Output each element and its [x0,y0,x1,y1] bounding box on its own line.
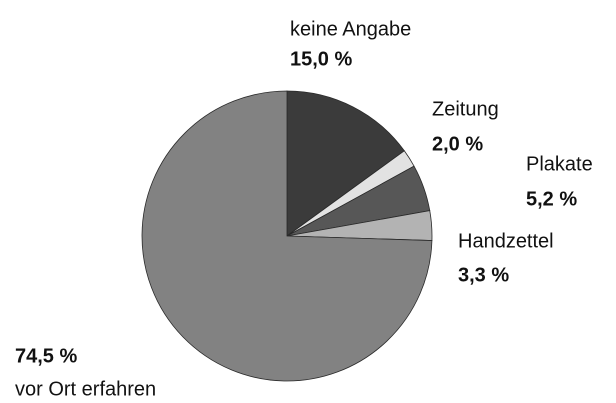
pie-slice [141,90,433,382]
slice-label: Zeitung [432,98,499,120]
value-label: 3,3 % [458,264,509,286]
value-label: 5,2 % [526,188,577,210]
slice-label: Handzettel [458,230,554,252]
slice-label: vor Ort erfahren [15,378,156,400]
slice-label: keine Angabe [290,18,411,40]
value-label: 15,0 % [290,48,352,70]
value-label: 74,5 % [15,345,77,367]
value-label: 2,0 % [432,133,483,155]
pie-slice [286,90,405,237]
slice-label: Plakate [526,153,593,175]
